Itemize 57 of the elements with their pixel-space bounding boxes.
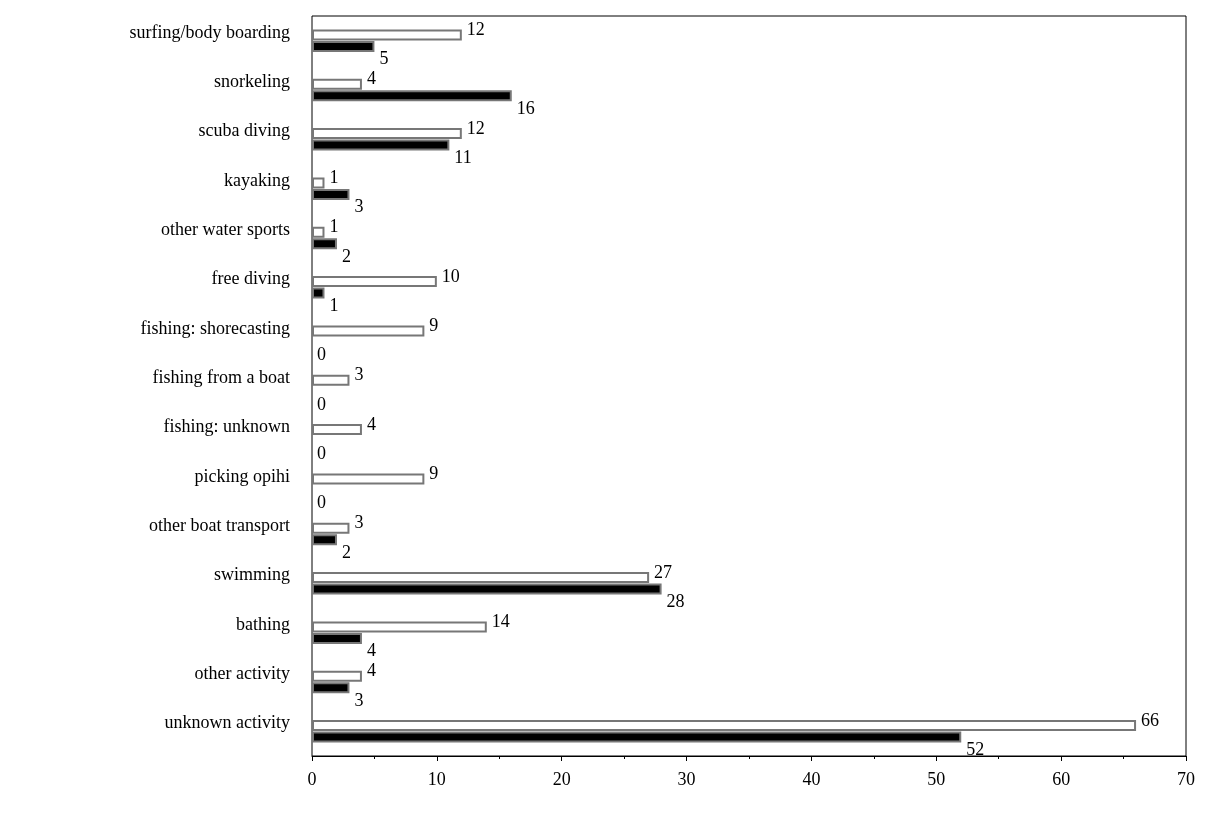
data-label: 0 bbox=[317, 492, 326, 513]
data-label: 52 bbox=[966, 739, 985, 760]
y-tick-label: other boat transport bbox=[149, 515, 290, 535]
data-label: 0 bbox=[317, 393, 326, 414]
data-label: 3 bbox=[354, 689, 364, 710]
y-tick-label: other water sports bbox=[161, 219, 290, 239]
data-label: 4 bbox=[366, 68, 376, 89]
data-label: 3 bbox=[354, 196, 364, 217]
data-label: 2 bbox=[341, 541, 351, 562]
data-label: 12 bbox=[466, 18, 485, 39]
y-tick-label: bathing bbox=[236, 613, 290, 634]
data-label: 2 bbox=[341, 245, 351, 266]
y-tick-label: kayaking bbox=[224, 169, 290, 190]
y-tick-label: fishing: unknown bbox=[163, 416, 290, 437]
data-label: 0 bbox=[317, 344, 326, 365]
data-label: 1 bbox=[329, 166, 339, 187]
y-tick-label: picking opihi bbox=[194, 465, 290, 486]
data-label: 4 bbox=[366, 413, 376, 434]
bar bbox=[312, 325, 425, 337]
data-label: 66 bbox=[1141, 709, 1160, 730]
y-tick-label: swimming bbox=[213, 564, 290, 585]
y-tick-label: scuba diving bbox=[198, 120, 290, 141]
y-tick-label: free diving bbox=[211, 268, 290, 289]
x-tick-label: 30 bbox=[677, 769, 696, 789]
data-label: 11 bbox=[454, 147, 472, 168]
data-label: 4 bbox=[366, 640, 376, 661]
data-label: 12 bbox=[466, 117, 485, 138]
data-label: 9 bbox=[429, 462, 439, 483]
data-label: 28 bbox=[666, 591, 685, 612]
data-label: 9 bbox=[429, 314, 439, 335]
data-label: 5 bbox=[379, 48, 389, 69]
data-label: 1 bbox=[329, 216, 339, 237]
data-label: 3 bbox=[354, 364, 364, 385]
x-tick-label: 50 bbox=[927, 769, 946, 789]
y-tick-label: other activity bbox=[194, 663, 290, 683]
bar bbox=[312, 374, 350, 386]
data-label: 3 bbox=[354, 512, 364, 533]
y-tick-label: surfing/body boarding bbox=[129, 21, 290, 42]
y-tick-label: fishing from a boat bbox=[152, 367, 290, 387]
data-label: 4 bbox=[366, 660, 376, 681]
data-label: 10 bbox=[441, 265, 460, 286]
data-label: 0 bbox=[317, 443, 326, 464]
y-tick-label: fishing: shorecasting bbox=[140, 317, 290, 338]
x-tick-label: 60 bbox=[1052, 769, 1071, 789]
x-tick-label: 10 bbox=[427, 769, 446, 789]
data-label: 16 bbox=[516, 97, 535, 118]
bar bbox=[312, 473, 425, 485]
y-tick-label: snorkeling bbox=[214, 71, 290, 91]
x-tick-label: 70 bbox=[1177, 769, 1195, 789]
data-label: 14 bbox=[491, 610, 510, 631]
x-tick-label: 20 bbox=[552, 769, 571, 789]
data-label: 27 bbox=[654, 561, 673, 582]
x-tick-label: 0 bbox=[307, 769, 317, 789]
bar bbox=[312, 424, 362, 436]
y-tick-label: unknown activity bbox=[164, 712, 290, 733]
data-label: 1 bbox=[329, 295, 339, 316]
x-tick-label: 40 bbox=[802, 769, 821, 789]
